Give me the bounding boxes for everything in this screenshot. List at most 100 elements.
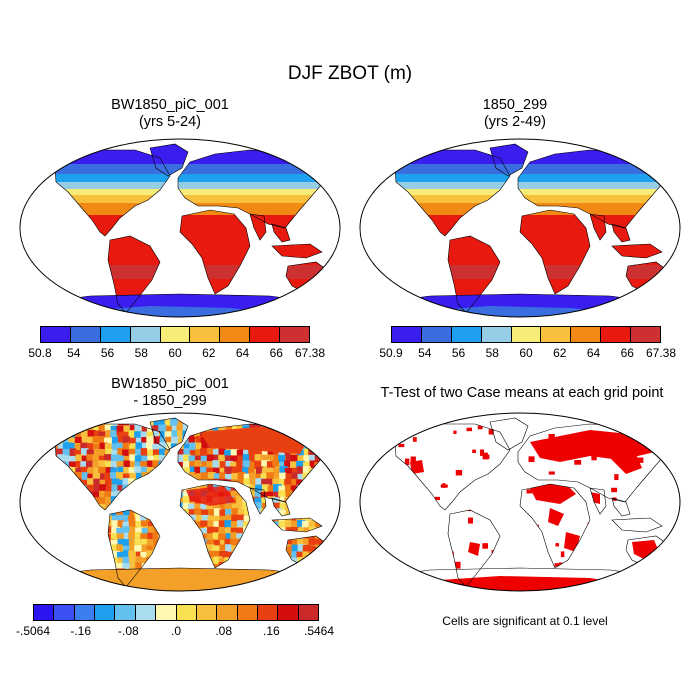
difference-cell bbox=[39, 587, 47, 591]
difference-cell bbox=[80, 587, 89, 591]
difference-cell bbox=[20, 466, 26, 475]
difference-cell bbox=[285, 580, 295, 588]
difference-cell bbox=[340, 558, 348, 565]
difference-cell bbox=[291, 472, 301, 481]
difference-cell bbox=[261, 484, 270, 492]
difference-cell bbox=[128, 539, 138, 548]
difference-cell bbox=[68, 442, 76, 450]
difference-cell bbox=[32, 418, 42, 419]
difference-cell bbox=[296, 425, 305, 434]
map-layer bbox=[360, 139, 680, 317]
difference-cell bbox=[51, 575, 60, 585]
difference-cell bbox=[69, 418, 76, 420]
difference-cell bbox=[74, 599, 82, 602]
difference-cell bbox=[39, 580, 49, 589]
difference-cell bbox=[326, 557, 330, 565]
difference-cell bbox=[75, 419, 83, 428]
difference-cell bbox=[272, 599, 279, 602]
difference-cell bbox=[30, 419, 36, 428]
colorbar-swatch bbox=[196, 605, 218, 620]
difference-cell bbox=[146, 466, 154, 476]
map-bottom-right bbox=[359, 412, 681, 592]
difference-cell bbox=[333, 568, 341, 577]
difference-cell bbox=[218, 526, 225, 536]
difference-cell bbox=[254, 497, 263, 505]
difference-cell bbox=[278, 418, 287, 423]
difference-cell bbox=[81, 418, 90, 426]
difference-cell bbox=[141, 527, 149, 536]
temperature-band bbox=[395, 182, 670, 189]
difference-cell bbox=[326, 581, 330, 590]
difference-cell bbox=[333, 576, 339, 584]
difference-cell bbox=[268, 599, 275, 602]
difference-cell bbox=[20, 431, 29, 438]
colorbar-swatch bbox=[74, 605, 96, 620]
difference-cell bbox=[45, 418, 54, 421]
difference-cell bbox=[146, 550, 155, 557]
difference-cell bbox=[296, 449, 305, 457]
difference-cell bbox=[110, 587, 119, 591]
difference-cell bbox=[285, 594, 292, 601]
difference-cell bbox=[314, 455, 322, 464]
difference-cell bbox=[116, 514, 124, 524]
difference-cell bbox=[314, 424, 323, 432]
difference-cell bbox=[224, 485, 232, 494]
difference-cell bbox=[93, 430, 102, 439]
difference-cell bbox=[152, 430, 159, 438]
difference-cell bbox=[98, 466, 106, 474]
difference-cell bbox=[128, 448, 136, 457]
colorbar-swatch bbox=[70, 327, 101, 342]
difference-cell bbox=[219, 424, 228, 431]
difference-cell bbox=[129, 526, 138, 534]
difference-cell bbox=[321, 562, 330, 570]
difference-cell bbox=[332, 461, 340, 468]
difference-cell bbox=[196, 594, 205, 602]
map-layer bbox=[20, 139, 340, 317]
difference-cell bbox=[62, 575, 71, 585]
difference-cell bbox=[195, 449, 204, 457]
difference-cell bbox=[308, 569, 317, 577]
difference-cell bbox=[38, 556, 46, 564]
difference-cell bbox=[123, 539, 133, 548]
difference-cell bbox=[32, 581, 41, 590]
difference-cell bbox=[128, 430, 137, 439]
difference-cell bbox=[99, 479, 108, 487]
difference-cell bbox=[242, 454, 250, 461]
colorbar-tick-label: .08 bbox=[215, 624, 232, 638]
difference-cell bbox=[231, 514, 238, 524]
difference-cell bbox=[45, 599, 54, 602]
difference-cell bbox=[332, 442, 338, 449]
difference-cell bbox=[333, 557, 340, 565]
difference-cell bbox=[225, 586, 233, 591]
difference-cell bbox=[309, 545, 317, 555]
difference-cell bbox=[140, 514, 147, 523]
difference-cell bbox=[302, 593, 310, 600]
difference-cell bbox=[278, 520, 287, 529]
difference-cell bbox=[51, 431, 59, 440]
difference-cell bbox=[104, 496, 114, 504]
difference-cell bbox=[99, 473, 107, 481]
difference-cell bbox=[333, 431, 341, 438]
difference-cell bbox=[332, 544, 338, 552]
difference-cell bbox=[146, 594, 153, 602]
difference-cell bbox=[206, 454, 215, 462]
difference-cell bbox=[237, 592, 244, 599]
difference-cell bbox=[309, 580, 317, 589]
difference-cell bbox=[182, 496, 191, 506]
difference-cell bbox=[261, 502, 269, 510]
difference-cell bbox=[315, 600, 322, 602]
difference-cell bbox=[231, 508, 239, 517]
difference-cell bbox=[86, 443, 94, 451]
difference-cell bbox=[308, 419, 317, 428]
colorbar-swatch bbox=[541, 327, 572, 342]
colorbar-swatch bbox=[421, 327, 452, 342]
difference-cell bbox=[302, 580, 311, 587]
difference-cell bbox=[116, 562, 124, 571]
difference-cell bbox=[261, 497, 268, 506]
difference-cell bbox=[309, 460, 319, 469]
panel-tl-title: BW1850_piC_001 bbox=[111, 97, 229, 113]
colorbar-swatch bbox=[571, 327, 602, 342]
colorbar-swatch bbox=[481, 327, 512, 342]
difference-cell bbox=[45, 569, 52, 579]
difference-cell bbox=[225, 527, 233, 537]
